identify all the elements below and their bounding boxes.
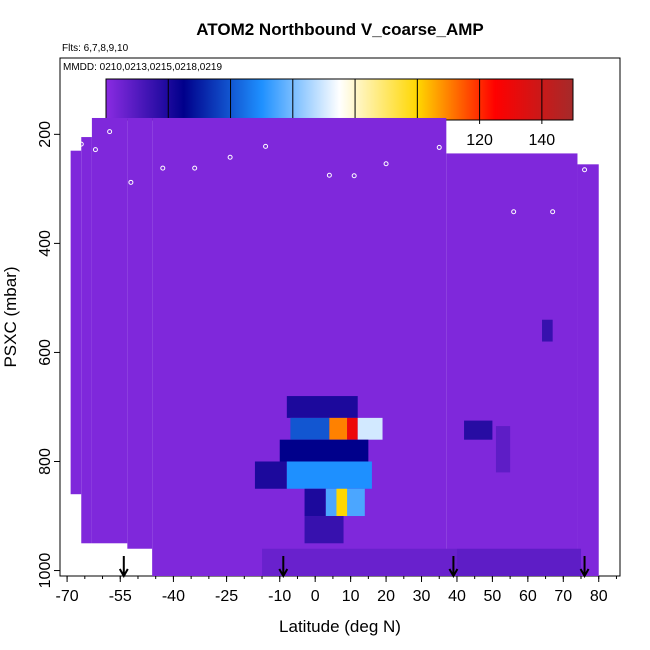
coverage-cell (70, 150, 82, 495)
y-axis: 200 400 600 800 1000 (37, 121, 60, 588)
sample-marker (107, 129, 113, 135)
heatmap-cell (456, 548, 582, 576)
dates-label: MMDD: 0210,0213,0215,0218,0219 (63, 62, 222, 73)
sample-marker (78, 141, 84, 147)
sample-marker (582, 167, 588, 173)
flight-arrow-icon (278, 556, 289, 579)
y-tick-label: 200 (37, 121, 54, 148)
heatmap-cell (464, 420, 493, 440)
sample-marker (227, 154, 233, 160)
sample-marker (351, 173, 357, 179)
y-tick-label: 400 (37, 230, 54, 257)
x-axis: -70 -55 -40 -25 -10 0 10 20 30 40 50 60 70 80 (56, 576, 617, 605)
chart-title: ATOM2 Northbound V_coarse_AMP (196, 20, 483, 39)
heatmap-cell (286, 396, 358, 418)
x-tick-label: 10 (342, 588, 360, 605)
heatmap-cell (329, 417, 348, 440)
heatmap-cell (347, 417, 358, 440)
colorbar-tick-label: 120 (466, 132, 493, 149)
coverage-cell (81, 137, 92, 544)
y-axis-label: PSXC (mbar) (1, 266, 20, 367)
x-tick-label: 50 (484, 588, 502, 605)
x-tick-label: -10 (268, 588, 291, 605)
x-tick-label: -25 (215, 588, 238, 605)
sample-markers (78, 129, 588, 215)
x-tick-label: 20 (377, 588, 395, 605)
flight-arrows (118, 556, 590, 579)
y-tick-label: 800 (37, 448, 54, 475)
sample-marker (511, 209, 517, 215)
heatmap-cell (254, 461, 287, 489)
flight-arrow-icon (118, 556, 129, 579)
y-tick-label: 1000 (37, 553, 54, 589)
heatmap-cell (357, 417, 383, 440)
flight-arrow-icon (579, 556, 590, 579)
heatmap-cell (542, 319, 553, 342)
heatmap-cell (286, 461, 372, 489)
heatmap-cell (304, 516, 344, 544)
x-axis-label: Latitude (deg N) (279, 617, 401, 636)
heatmap-cell (279, 439, 369, 462)
heatmap-cell (262, 548, 457, 576)
heatmap (70, 117, 599, 577)
sample-marker (326, 172, 332, 178)
flights-label: Flts: 6,7,8,9,10 (62, 43, 129, 54)
coverage-cell (152, 117, 447, 577)
colorbar-scale (105, 78, 574, 121)
sample-marker (92, 147, 98, 153)
sample-marker (160, 165, 166, 171)
y-tick-label: 600 (37, 339, 54, 366)
heatmap-cell (495, 426, 511, 473)
x-tick-label: 60 (519, 588, 537, 605)
x-tick-label: -70 (56, 588, 79, 605)
sample-marker (383, 161, 389, 167)
x-tick-label: 40 (448, 588, 466, 605)
x-tick-label: 0 (311, 588, 320, 605)
x-tick-label: 30 (413, 588, 431, 605)
x-tick-label: 80 (590, 588, 608, 605)
coverage-cell (127, 117, 153, 549)
flight-arrow-icon (448, 556, 459, 579)
heatmap-cell (290, 417, 330, 440)
x-tick-label: 70 (554, 588, 572, 605)
coverage-cell (577, 164, 599, 577)
sample-marker (550, 209, 556, 215)
coverage-cell (91, 117, 128, 544)
x-tick-label: -40 (162, 588, 185, 605)
sample-marker (263, 143, 269, 149)
x-tick-label: -55 (109, 588, 132, 605)
coverage-cell (446, 153, 578, 576)
heatmap-cell (336, 488, 348, 517)
colorbar-tick-label: 140 (529, 132, 556, 149)
heatmap-cell (304, 488, 326, 517)
sample-marker (436, 144, 442, 150)
sample-marker (192, 165, 198, 171)
sample-marker (128, 179, 134, 185)
